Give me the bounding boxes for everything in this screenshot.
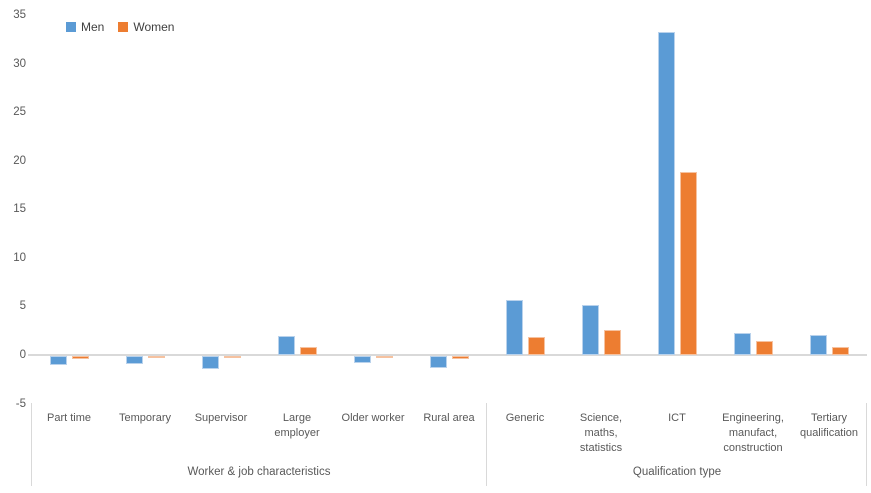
category-label-line: Generic	[505, 412, 545, 424]
category-label-line: manufact,	[728, 427, 778, 439]
category-label-line: ICT	[668, 412, 686, 424]
bar-women-11	[831, 347, 849, 355]
category-label: Tertiary qualification	[791, 411, 867, 441]
group-label: Worker & job characteristics	[187, 466, 331, 478]
category-label: Supervisor	[183, 411, 259, 426]
bar-men-9	[657, 32, 675, 355]
bar-men-6	[429, 355, 447, 368]
bar-women-6	[451, 355, 469, 359]
bar-women-10	[755, 341, 773, 355]
category-label-line: Large	[282, 412, 312, 424]
category-label: Engineering, manufact, construction	[715, 411, 791, 456]
category-separator	[31, 403, 32, 486]
bar-women-5	[375, 355, 393, 358]
y-axis-tick-label: 15	[13, 203, 26, 216]
bar-men-2	[125, 355, 143, 364]
bar-men-8	[581, 305, 599, 355]
legend-item-women: Women	[118, 20, 174, 34]
category-label-line: Older worker	[341, 412, 405, 424]
category-label: Temporary	[107, 411, 183, 426]
legend-label-women: Women	[133, 20, 175, 34]
category-label: ICT	[639, 411, 715, 426]
category-label-line: construction	[723, 442, 783, 454]
y-axis-tick-label: 30	[13, 57, 26, 70]
category-label: Rural area	[411, 411, 487, 426]
y-axis-tick-label: 0	[19, 348, 26, 361]
bar-women-2	[147, 355, 165, 358]
category-label-line: Tertiary	[810, 412, 848, 424]
bar-women-7	[527, 337, 545, 355]
bar-women-9	[679, 172, 697, 355]
y-axis-tick-label: -5	[15, 397, 26, 410]
bar-women-8	[603, 329, 621, 355]
y-axis-tick-label: 35	[13, 9, 26, 21]
group-label: Qualification type	[632, 466, 722, 478]
bar-women-3	[223, 355, 241, 358]
y-axis-tick-label: 10	[13, 251, 26, 264]
category-label: Part time	[31, 411, 107, 426]
legend-swatch-men-icon	[66, 22, 76, 32]
legend-swatch-women-icon	[118, 22, 129, 32]
category-label: Generic	[487, 411, 563, 426]
category-label-line: Science,	[579, 412, 623, 424]
category-separator	[486, 403, 487, 486]
bar-men-4	[277, 335, 295, 355]
category-label-line: Temporary	[119, 412, 171, 424]
legend-item-men: Men	[66, 20, 104, 34]
category-label: Science, maths, statistics	[563, 411, 639, 456]
category-label-line: qualification	[799, 427, 859, 439]
category-label-line: maths,	[584, 427, 618, 439]
category-separator	[866, 403, 867, 486]
category-label-line: Part time	[46, 412, 91, 424]
bar-women-1	[71, 355, 89, 359]
x-axis-line	[28, 353, 867, 356]
category-label-line: Engineering,	[722, 412, 784, 424]
bar-men-3	[201, 355, 219, 369]
bar-women-4	[299, 347, 317, 355]
legend-label-men: Men	[81, 20, 105, 34]
bar-men-5	[353, 355, 371, 363]
category-label: Large employer	[259, 411, 335, 441]
category-label-line: employer	[274, 427, 320, 439]
y-axis-tick-label: 20	[13, 154, 26, 167]
y-axis-tick-label: 25	[13, 106, 26, 119]
chart-legend: Men Women	[66, 20, 174, 34]
bar-men-1	[49, 355, 67, 365]
bar-men-10	[733, 332, 751, 355]
bar-men-7	[505, 299, 523, 355]
y-axis-tick-label: 5	[19, 300, 26, 313]
category-label-line: statistics	[579, 442, 623, 454]
category-label: Older worker	[335, 411, 411, 426]
bar-men-11	[809, 334, 827, 355]
category-label-line: Rural area	[423, 412, 475, 424]
category-label-line: Supervisor	[194, 412, 248, 424]
